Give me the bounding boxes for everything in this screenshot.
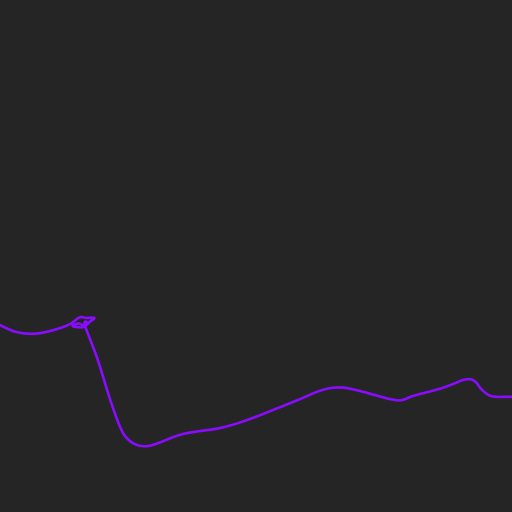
series-line-0 xyxy=(0,315,512,448)
series-layer xyxy=(0,315,512,448)
